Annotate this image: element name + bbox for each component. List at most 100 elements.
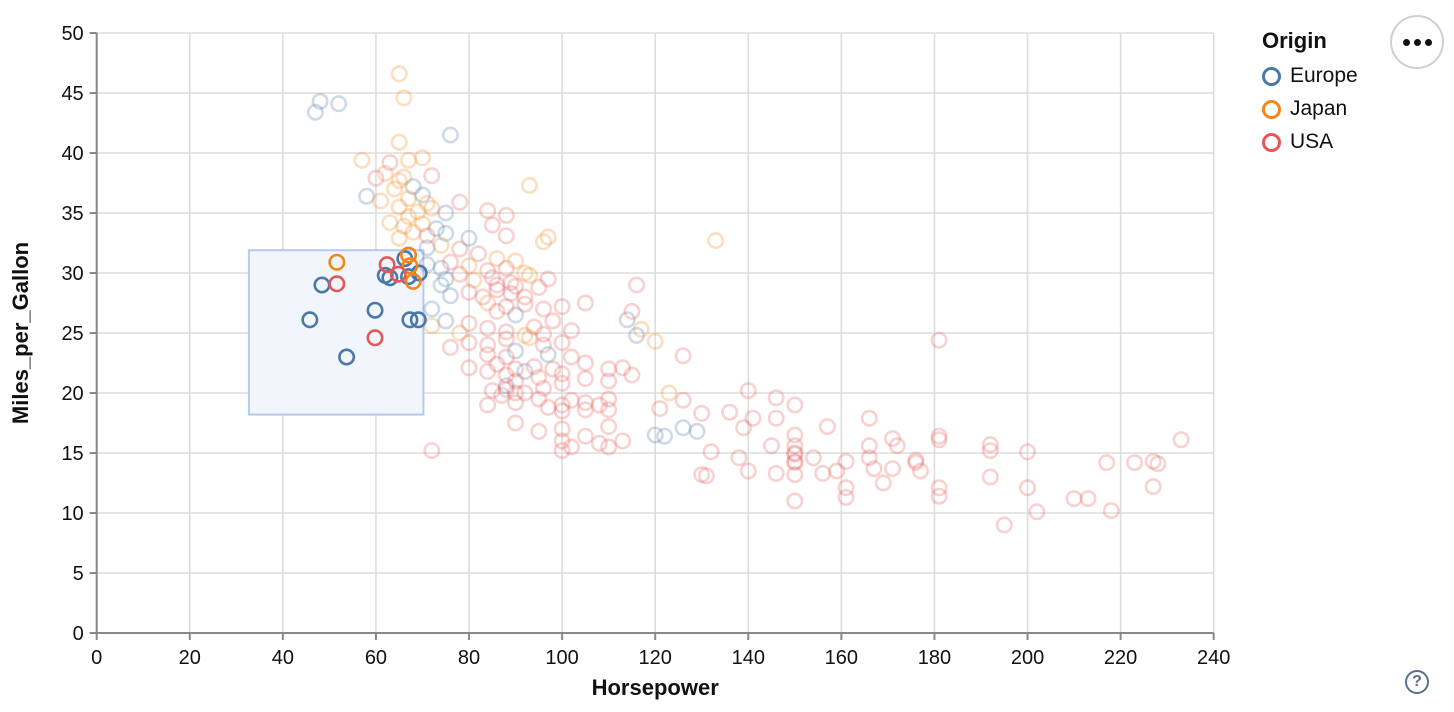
data-point-europe: [618, 311, 636, 329]
data-point-usa: [497, 323, 515, 341]
data-point-japan: [390, 65, 408, 83]
legend-title: Origin: [1262, 28, 1327, 53]
data-point-japan: [395, 217, 413, 235]
data-point-usa: [576, 354, 594, 372]
data-point-usa: [488, 276, 506, 294]
selected-point-usa: [378, 256, 396, 274]
data-point-usa: [763, 437, 781, 455]
data-point-usa: [837, 488, 855, 506]
data-point-usa: [837, 452, 855, 470]
legend-label: Japan: [1290, 97, 1348, 120]
data-point-usa: [516, 384, 534, 402]
data-point-europe: [330, 95, 348, 113]
data-point-usa: [767, 464, 785, 482]
data-point-usa: [730, 449, 748, 467]
data-point-japan: [521, 329, 539, 347]
data-point-usa: [600, 401, 618, 419]
data-point-japan: [539, 228, 557, 246]
data-point-japan: [521, 266, 539, 284]
data-point-usa: [693, 404, 711, 422]
data-point-japan: [507, 252, 525, 270]
data-point-usa: [697, 467, 715, 485]
data-point-japan: [390, 133, 408, 151]
y-tick-label: 35: [61, 203, 83, 225]
data-point-usa: [1102, 502, 1120, 520]
data-point-usa: [590, 434, 608, 452]
data-point-usa: [483, 269, 501, 287]
legend-entry-japan: Japan: [1262, 97, 1358, 121]
data-point-usa: [534, 336, 552, 354]
x-tick-label: 0: [91, 647, 102, 669]
legend-label: Europe: [1290, 64, 1358, 87]
data-point-usa: [441, 338, 459, 356]
data-point-usa: [628, 276, 646, 294]
data-point-japan: [460, 257, 478, 275]
data-point-usa: [493, 386, 511, 404]
data-point-usa: [553, 298, 571, 316]
data-point-usa: [600, 360, 618, 378]
data-point-usa: [479, 262, 497, 280]
data-point-europe: [441, 287, 459, 305]
data-point-japan: [521, 176, 539, 194]
data-point-europe: [437, 270, 455, 288]
data-point-usa: [451, 193, 469, 211]
data-point-usa: [674, 391, 692, 409]
data-point-usa: [600, 418, 618, 436]
data-point-usa: [539, 398, 557, 416]
selected-point-europe: [409, 311, 427, 329]
data-point-usa: [497, 227, 515, 245]
data-point-usa: [451, 265, 469, 283]
data-point-usa: [786, 437, 804, 455]
data-point-japan: [646, 332, 664, 350]
help-icon[interactable]: ?: [1405, 670, 1429, 694]
data-point-usa: [497, 259, 515, 277]
x-tick-label: 80: [458, 647, 480, 669]
data-point-usa: [479, 202, 497, 220]
data-point-usa: [600, 438, 618, 456]
data-point-usa: [614, 359, 632, 377]
data-point-usa: [1144, 478, 1162, 496]
data-point-usa: [735, 419, 753, 437]
data-point-usa: [674, 347, 692, 365]
data-point-usa: [888, 437, 906, 455]
y-tick-label: 20: [61, 383, 83, 405]
data-point-usa: [981, 436, 999, 454]
data-point-usa: [786, 452, 804, 470]
data-point-usa: [553, 334, 571, 352]
data-point-japan: [390, 172, 408, 190]
selected-point-europe: [401, 311, 419, 329]
data-point-usa: [534, 325, 552, 343]
data-point-usa: [553, 374, 571, 392]
data-point-usa: [497, 330, 515, 348]
data-point-usa: [576, 370, 594, 388]
legend-entry-usa: USA: [1262, 130, 1358, 154]
data-point-japan: [418, 194, 436, 212]
data-point-japan: [632, 320, 650, 338]
data-point-usa: [1019, 479, 1037, 497]
data-point-europe: [460, 229, 478, 247]
data-point-usa: [1126, 454, 1144, 472]
data-point-usa: [576, 401, 594, 419]
data-point-usa: [930, 331, 948, 349]
data-point-usa: [981, 442, 999, 460]
data-point-japan: [386, 180, 404, 198]
legend-label: USA: [1290, 130, 1334, 153]
data-point-usa: [418, 227, 436, 245]
actions-menu-button[interactable]: [1390, 15, 1444, 69]
data-point-usa: [497, 366, 515, 384]
data-point-usa: [1019, 443, 1037, 461]
selected-point-usa: [389, 265, 407, 283]
data-point-usa: [837, 479, 855, 497]
data-point-usa: [553, 402, 571, 420]
data-point-europe: [656, 427, 674, 445]
data-point-usa: [507, 394, 525, 412]
data-point-usa: [553, 442, 571, 460]
data-point-usa: [507, 414, 525, 432]
data-point-usa: [497, 206, 515, 224]
data-point-usa: [460, 283, 478, 301]
data-point-usa: [600, 372, 618, 390]
data-point-usa: [502, 284, 520, 302]
data-point-usa: [590, 396, 608, 414]
